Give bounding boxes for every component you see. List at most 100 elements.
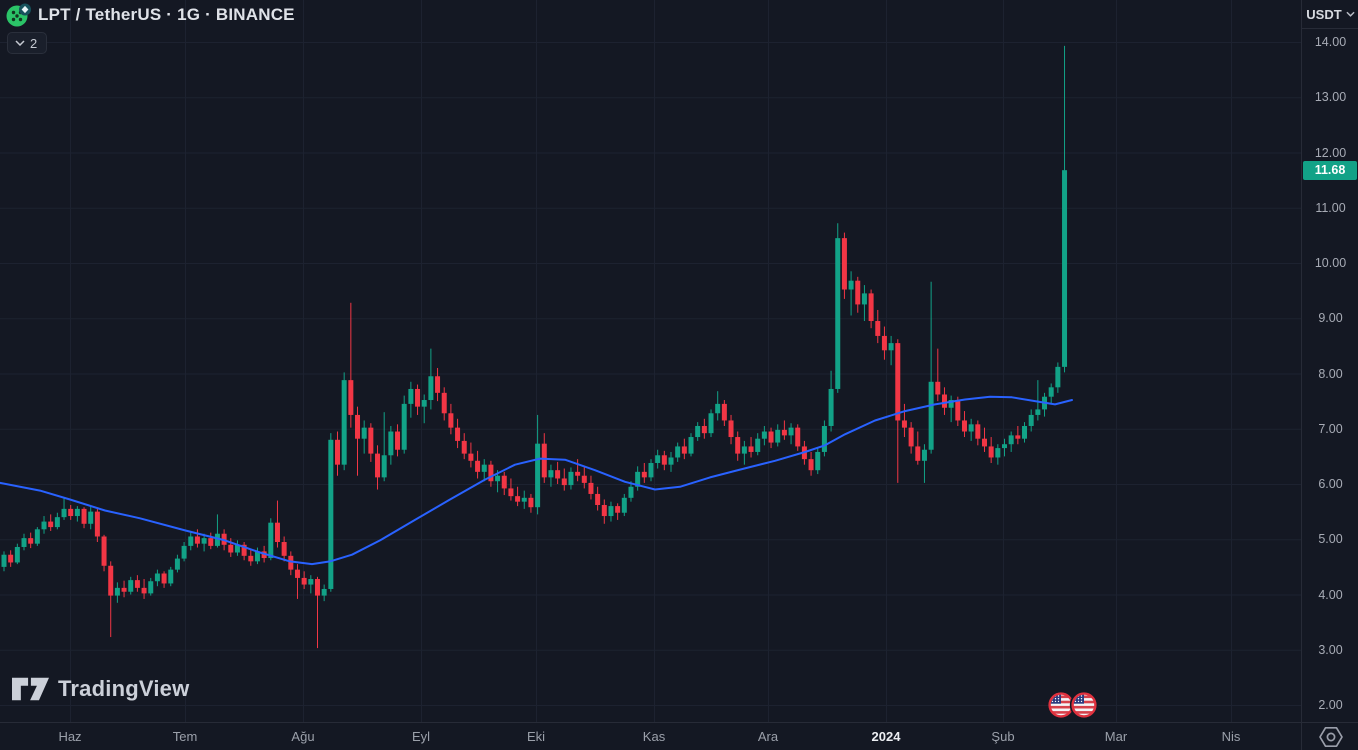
candle-body: [228, 544, 234, 553]
time-tick-label: Nis: [1221, 729, 1241, 744]
candle-body: [621, 497, 627, 513]
candle-body: [641, 471, 647, 478]
candlestick-chart[interactable]: [0, 0, 1301, 722]
candle-body: [595, 493, 601, 505]
candle-body: [701, 425, 707, 434]
candle-body: [921, 449, 927, 461]
axis-separator: [1301, 723, 1302, 750]
time-axis[interactable]: Haz Tem Ağu Eyl Eki Kas Ara 2024 Şub Mar Nis: [0, 722, 1358, 750]
candle-body: [601, 504, 607, 517]
candle-body: [121, 587, 127, 592]
candle-body: [588, 482, 594, 494]
candle-body: [808, 459, 814, 471]
candle-body: [695, 425, 701, 438]
candle-body: [254, 551, 260, 562]
last-price-badge: 11.68: [1303, 160, 1357, 180]
candle-body: [435, 376, 441, 393]
candle-body: [461, 440, 467, 454]
candle-body: [234, 544, 240, 553]
candle-body: [488, 464, 494, 482]
candle-body: [901, 420, 907, 428]
candle-body: [948, 400, 954, 408]
candle-body: [908, 427, 914, 447]
currency-dropdown[interactable]: USDT: [1302, 0, 1358, 29]
time-tick-label: Eki: [526, 729, 546, 744]
candle-body: [421, 400, 427, 407]
candle-body: [68, 508, 74, 517]
candle-body: [475, 460, 481, 472]
candle-body: [541, 443, 547, 478]
candle-body: [54, 517, 60, 528]
candle-body: [508, 488, 514, 497]
candle-body: [214, 533, 220, 546]
candle-body: [94, 511, 100, 537]
candle-body: [1035, 409, 1041, 415]
price-tick-label: 7.00: [1318, 421, 1343, 436]
candle-body: [168, 569, 174, 584]
candle-body: [181, 545, 187, 559]
us-flag-icon[interactable]: [1069, 690, 1099, 720]
price-tick-label: 10.00: [1314, 256, 1347, 270]
candle-body: [755, 438, 761, 452]
candle-body: [241, 544, 247, 556]
candle-body: [81, 508, 87, 524]
candle-body: [288, 555, 294, 570]
price-tick-label: 4.00: [1318, 587, 1343, 602]
candle-body: [788, 427, 794, 436]
indicator-count: 2: [30, 35, 38, 51]
symbol-title[interactable]: LPT / TetherUS · 1G · BINANCE: [38, 5, 295, 24]
candle-body: [1062, 170, 1068, 367]
candle-body: [568, 471, 574, 486]
candle-body: [48, 521, 54, 528]
axis-settings-icon[interactable]: [1316, 725, 1346, 749]
candle-body: [408, 388, 414, 404]
candle-body: [268, 522, 274, 559]
candle-body: [381, 455, 387, 478]
candle-body: [728, 420, 734, 438]
time-tick-label: Şub: [991, 729, 1015, 744]
candle-body: [148, 581, 154, 594]
candle-body: [741, 446, 747, 454]
candle-body: [888, 343, 894, 351]
candle-body: [314, 579, 320, 596]
price-tick-label: 9.00: [1318, 311, 1343, 326]
candle-body: [875, 321, 881, 336]
candle-body: [201, 538, 207, 544]
candle-body: [748, 446, 754, 452]
candle-body: [341, 380, 347, 465]
time-tick-label: Kas: [642, 729, 666, 744]
price-tick-label: 5.00: [1318, 532, 1343, 547]
candle-body: [154, 573, 160, 582]
indicators-toggle-button[interactable]: 2: [7, 32, 48, 54]
candle-body: [495, 475, 501, 482]
tradingview-logo[interactable]: TradingView: [12, 676, 189, 702]
candle-body: [348, 380, 354, 415]
candle-body: [855, 280, 861, 305]
candle-body: [108, 565, 114, 596]
candle-body: [635, 471, 641, 487]
candle-body: [895, 343, 901, 421]
candle-body: [14, 546, 20, 563]
time-tick-label: Ağu: [291, 729, 315, 744]
candle-body: [455, 427, 461, 441]
tradingview-logo-icon: [12, 677, 49, 701]
price-tick-label: 2.00: [1318, 698, 1343, 712]
us-flag-icon[interactable]: [1048, 692, 1074, 718]
candle-body: [915, 446, 921, 461]
price-tick-label: 3.00: [1318, 642, 1343, 657]
candle-body: [968, 424, 974, 432]
candle-body: [161, 573, 167, 584]
candle-body: [781, 429, 787, 436]
candle-body: [995, 448, 1001, 458]
candle-body: [1022, 425, 1028, 439]
candle-body: [935, 381, 941, 395]
chevron-down-icon: [15, 40, 25, 46]
candle-body: [721, 403, 727, 421]
candle-body: [1002, 444, 1007, 449]
candle-body: [821, 425, 827, 452]
candle-body: [481, 464, 487, 472]
price-axis[interactable]: USDT 11.68 14.00 13.00 12.00 11.00 10.00 9.00…: [1301, 0, 1358, 722]
candle-body: [608, 506, 614, 517]
candle-body: [715, 403, 721, 414]
event-markers[interactable]: [1046, 688, 1106, 722]
